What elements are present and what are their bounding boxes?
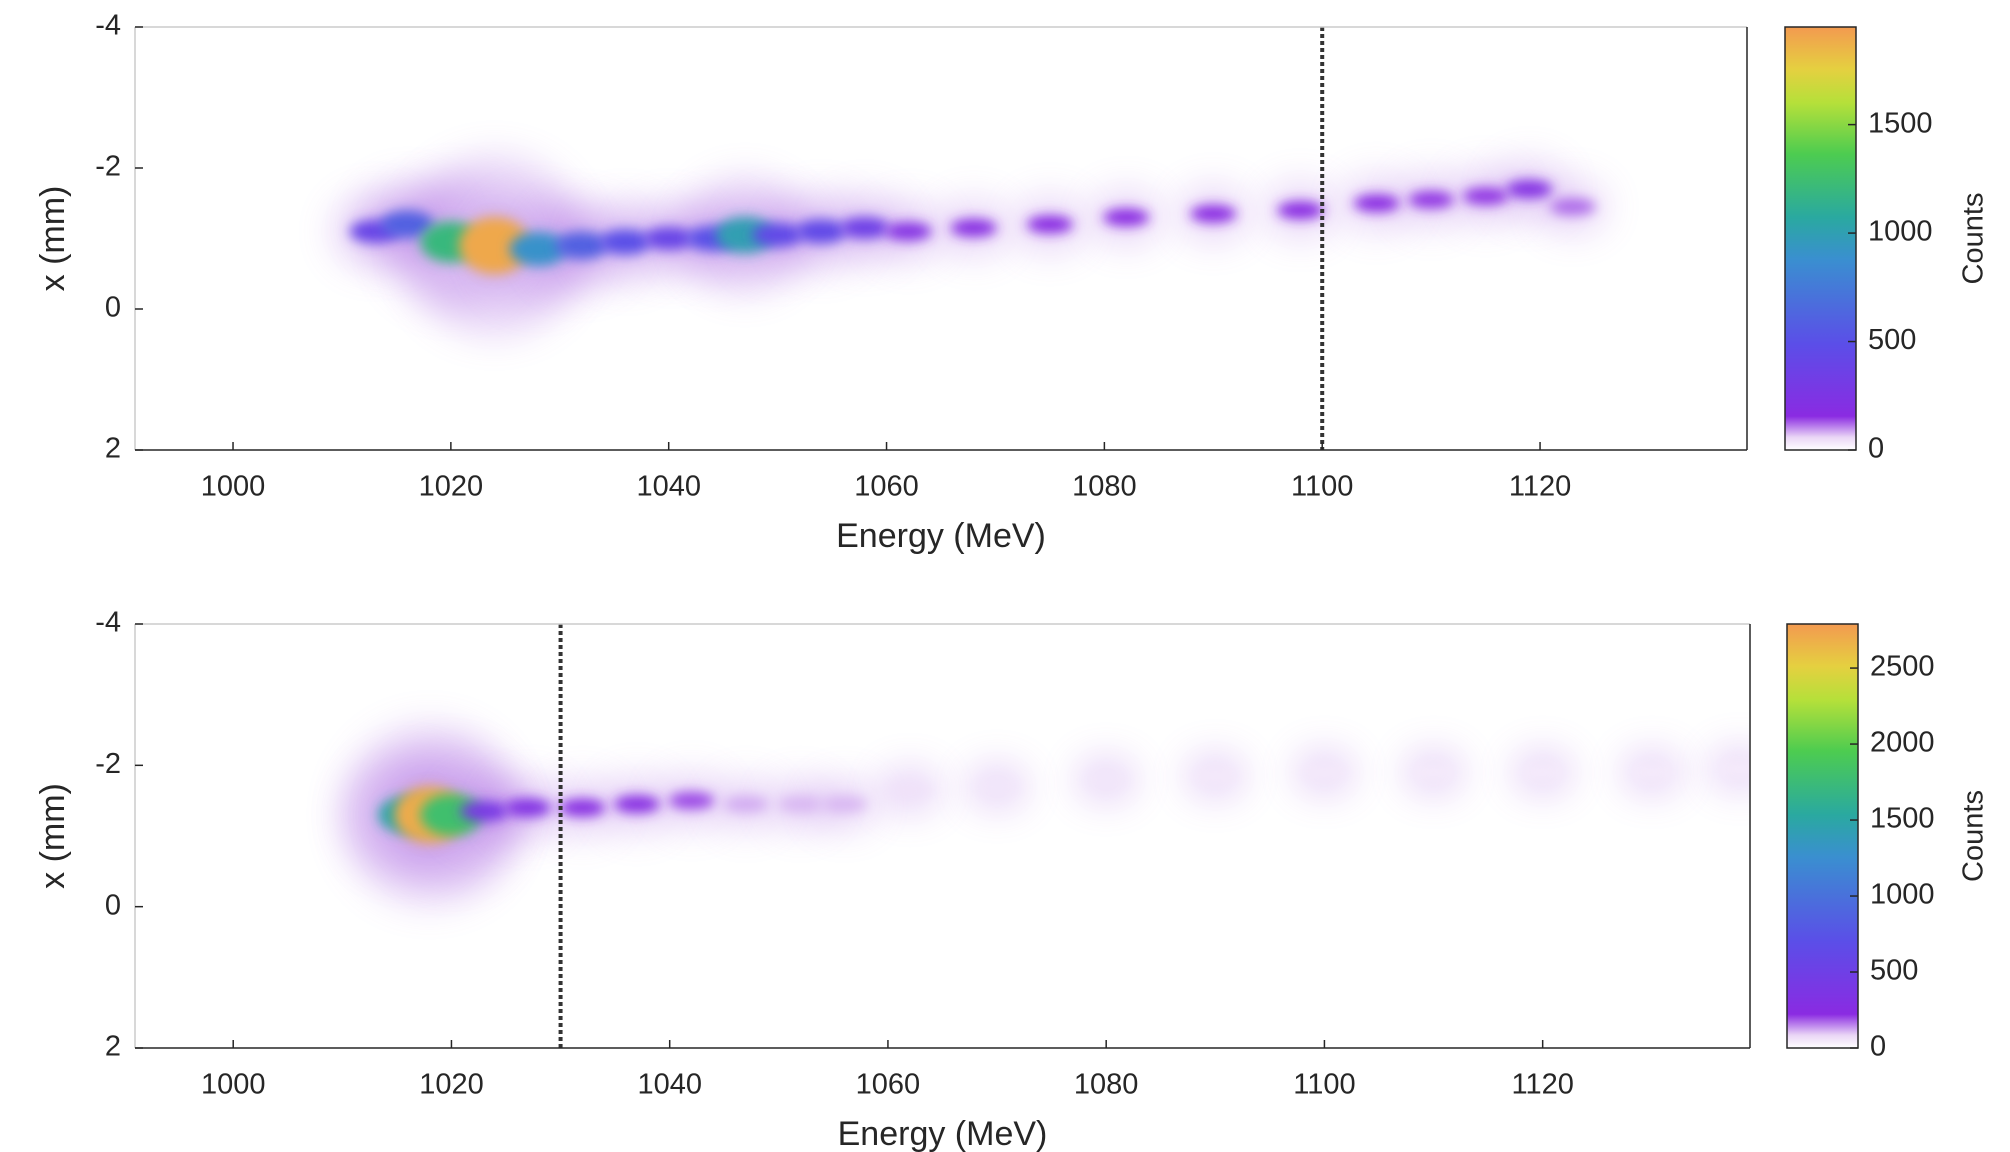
density-cell <box>1520 765 1565 780</box>
x-tick-label: 1040 <box>637 1069 702 1101</box>
density-cell <box>821 796 867 813</box>
y-tick-label: 2 <box>105 1031 121 1063</box>
density-cell <box>504 798 552 818</box>
density-cell <box>778 796 824 813</box>
heatmap <box>332 155 1607 336</box>
x-tick-label: 1060 <box>854 471 919 503</box>
density-cell <box>643 226 694 251</box>
x-tick-label: 1020 <box>419 1069 484 1101</box>
density-cell <box>1411 765 1456 780</box>
x-tick-label: 1040 <box>636 471 701 503</box>
y-axis-label: x (mm) <box>34 783 72 889</box>
x-tick-label: 1000 <box>201 471 266 503</box>
x-tick-label: 1060 <box>856 1069 921 1101</box>
density-cell <box>840 216 890 239</box>
x-tick-label: 1080 <box>1074 1069 1139 1101</box>
x-tick-label: 1080 <box>1072 471 1137 503</box>
colorbar-tick-label: 500 <box>1870 955 1918 987</box>
colorbar-tick-label: 2500 <box>1870 651 1935 683</box>
density-cell <box>723 796 769 813</box>
density-cell <box>1026 215 1074 234</box>
heatmap <box>341 725 1750 905</box>
density-cell <box>1083 772 1129 787</box>
density-cell <box>715 216 775 254</box>
colorbar-tick-label: 1000 <box>1870 879 1935 911</box>
density-cell <box>1549 198 1596 216</box>
density-cell <box>599 229 651 255</box>
density-cell <box>887 782 933 798</box>
x-tick-label: 1120 <box>1511 1069 1573 1101</box>
density-cell <box>559 798 606 817</box>
colorbar-tick-label: 500 <box>1868 324 1916 356</box>
x-tick-label: 1120 <box>1509 471 1571 503</box>
y-tick-label: -4 <box>95 10 121 42</box>
density-cell <box>1462 187 1509 205</box>
density-cell <box>974 779 1020 794</box>
density-cell <box>460 801 509 822</box>
x-tick-label: 1100 <box>1293 1069 1355 1101</box>
density-cell <box>795 219 847 244</box>
colorbar-tick-label: 2000 <box>1870 727 1935 759</box>
colorbar-label: Counts <box>1958 193 1990 285</box>
density-cell <box>613 795 661 814</box>
colorbar <box>1784 26 1857 451</box>
density-cell <box>509 231 567 267</box>
density-cell <box>884 222 932 241</box>
density-cell <box>950 218 997 237</box>
colorbar <box>1786 623 1859 1049</box>
y-axis-label: x (mm) <box>34 186 72 292</box>
density-cell <box>380 210 434 239</box>
x-tick-label: 1000 <box>201 1069 266 1101</box>
colorbar-tick-label: 1500 <box>1868 107 1933 139</box>
colorbar-tick-label: 1000 <box>1868 216 1933 248</box>
colorbar-tick-label: 0 <box>1868 433 1884 465</box>
density-cell <box>1505 179 1553 199</box>
y-tick-label: 2 <box>105 433 121 465</box>
density-cell <box>752 222 803 248</box>
density-cell <box>1629 765 1674 780</box>
density-cell <box>1716 761 1750 777</box>
colorbar-label: Counts <box>1958 790 1990 882</box>
y-tick-label: -2 <box>95 151 121 183</box>
density-cell <box>1193 768 1238 784</box>
density-cell <box>1277 201 1324 220</box>
x-axis-label: Energy (MeV) <box>836 517 1046 555</box>
density-cell <box>555 231 608 260</box>
x-axis-label: Energy (MeV) <box>838 1115 1048 1152</box>
y-tick-label: -2 <box>95 748 121 780</box>
density-cell <box>1408 191 1455 209</box>
y-tick-label: -4 <box>95 607 121 639</box>
density-cell <box>1190 205 1237 223</box>
colorbar-tick-label: 0 <box>1870 1031 1886 1063</box>
density-cell <box>1353 194 1400 213</box>
density-cell <box>668 792 715 810</box>
x-tick-label: 1020 <box>419 471 484 503</box>
y-tick-label: 0 <box>105 889 121 921</box>
colorbar-tick-label: 1500 <box>1870 803 1935 835</box>
density-cell <box>1103 208 1150 227</box>
y-tick-label: 0 <box>105 292 121 324</box>
density-cell <box>458 217 531 274</box>
density-cell <box>1302 765 1347 780</box>
x-tick-label: 1100 <box>1291 471 1353 503</box>
